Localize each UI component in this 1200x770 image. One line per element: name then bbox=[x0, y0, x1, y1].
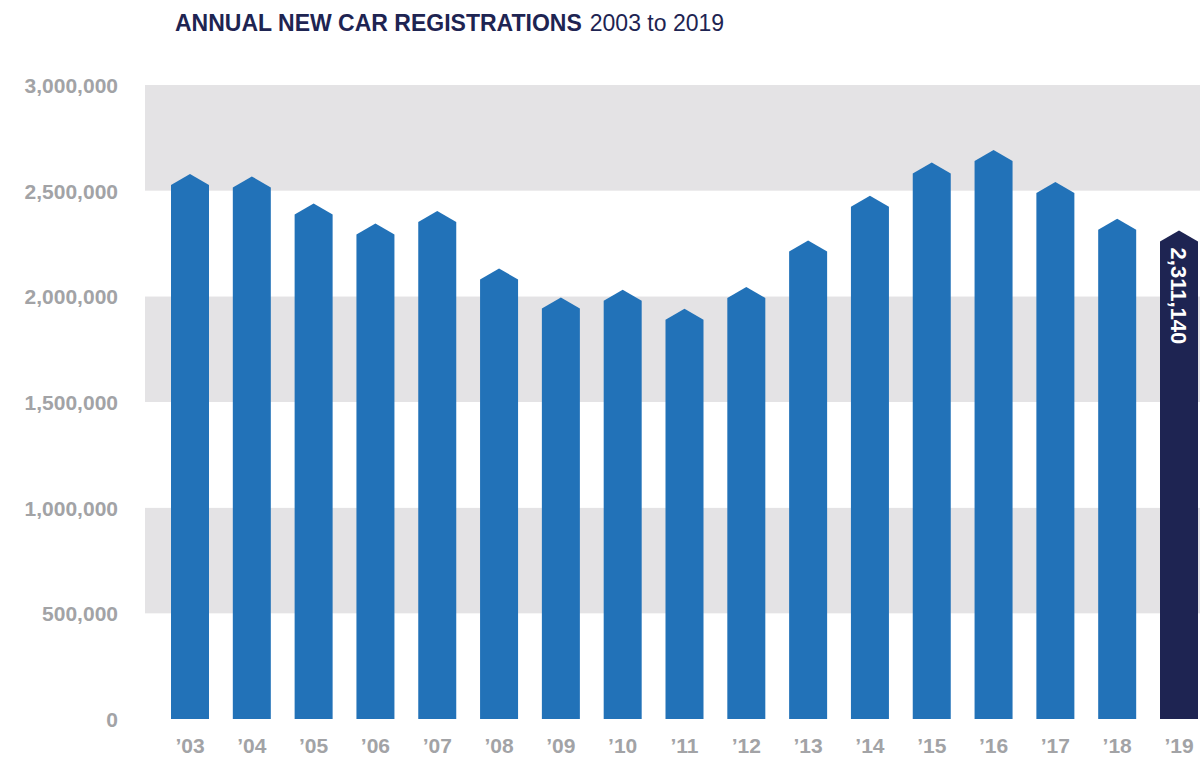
bar bbox=[171, 174, 209, 719]
x-tick-label: ’13 bbox=[794, 734, 823, 757]
chart: 0 500,000 1,000,000 1,500,000 2,000,000 2,500… bbox=[0, 0, 1200, 770]
y-tick-label: 0 bbox=[106, 708, 118, 731]
x-tick-label: ’09 bbox=[546, 734, 575, 757]
bar bbox=[604, 290, 642, 719]
bar bbox=[1160, 231, 1198, 719]
y-tick-label: 3,000,000 bbox=[25, 74, 118, 97]
title: ANNUAL NEW CAR REGISTRATIONS bbox=[175, 10, 582, 36]
x-tick-label: ’07 bbox=[423, 734, 452, 757]
bar bbox=[295, 203, 333, 719]
bar bbox=[480, 268, 518, 719]
bar bbox=[542, 297, 580, 719]
x-tick-label: ’16 bbox=[979, 734, 1008, 757]
x-tick-label: ’19 bbox=[1164, 734, 1193, 757]
bar bbox=[975, 150, 1013, 719]
bar bbox=[1036, 182, 1074, 719]
x-tick-label: ’05 bbox=[299, 734, 329, 757]
grid-band bbox=[145, 85, 1200, 191]
y-tick-label: 1,000,000 bbox=[25, 497, 118, 520]
data-label: 2,311,140 bbox=[1166, 248, 1191, 345]
x-tick-label: ’15 bbox=[917, 734, 947, 757]
bar bbox=[1098, 219, 1136, 719]
x-tick-label: ’08 bbox=[484, 734, 514, 757]
x-tick-label: ’17 bbox=[1041, 734, 1070, 757]
y-tick-label: 2,500,000 bbox=[25, 180, 118, 203]
x-tick-label: ’10 bbox=[608, 734, 637, 757]
bars bbox=[171, 150, 1198, 719]
bar bbox=[418, 211, 456, 719]
x-tick-label: ’04 bbox=[237, 734, 267, 757]
title-line: ANNUAL NEW CAR REGISTRATIONS 2003 to 2019 bbox=[175, 10, 724, 36]
bar bbox=[727, 287, 765, 719]
bar bbox=[913, 162, 951, 719]
x-tick-label: ’11 bbox=[670, 734, 698, 757]
y-tick-label: 500,000 bbox=[42, 602, 118, 625]
bar bbox=[666, 309, 704, 719]
x-tick-label: ’18 bbox=[1103, 734, 1133, 757]
y-tick-label: 1,500,000 bbox=[25, 391, 118, 414]
bar bbox=[356, 223, 394, 719]
bar bbox=[851, 196, 889, 719]
subtitle: 2003 to 2019 bbox=[590, 10, 724, 36]
x-tick-label: ’03 bbox=[175, 734, 204, 757]
x-tick-label: ’06 bbox=[361, 734, 390, 757]
y-tick-label: 2,000,000 bbox=[25, 285, 118, 308]
x-tick-label: ’12 bbox=[732, 734, 761, 757]
x-tick-label: ’14 bbox=[855, 734, 885, 757]
bar bbox=[233, 176, 271, 719]
bar bbox=[789, 240, 827, 719]
